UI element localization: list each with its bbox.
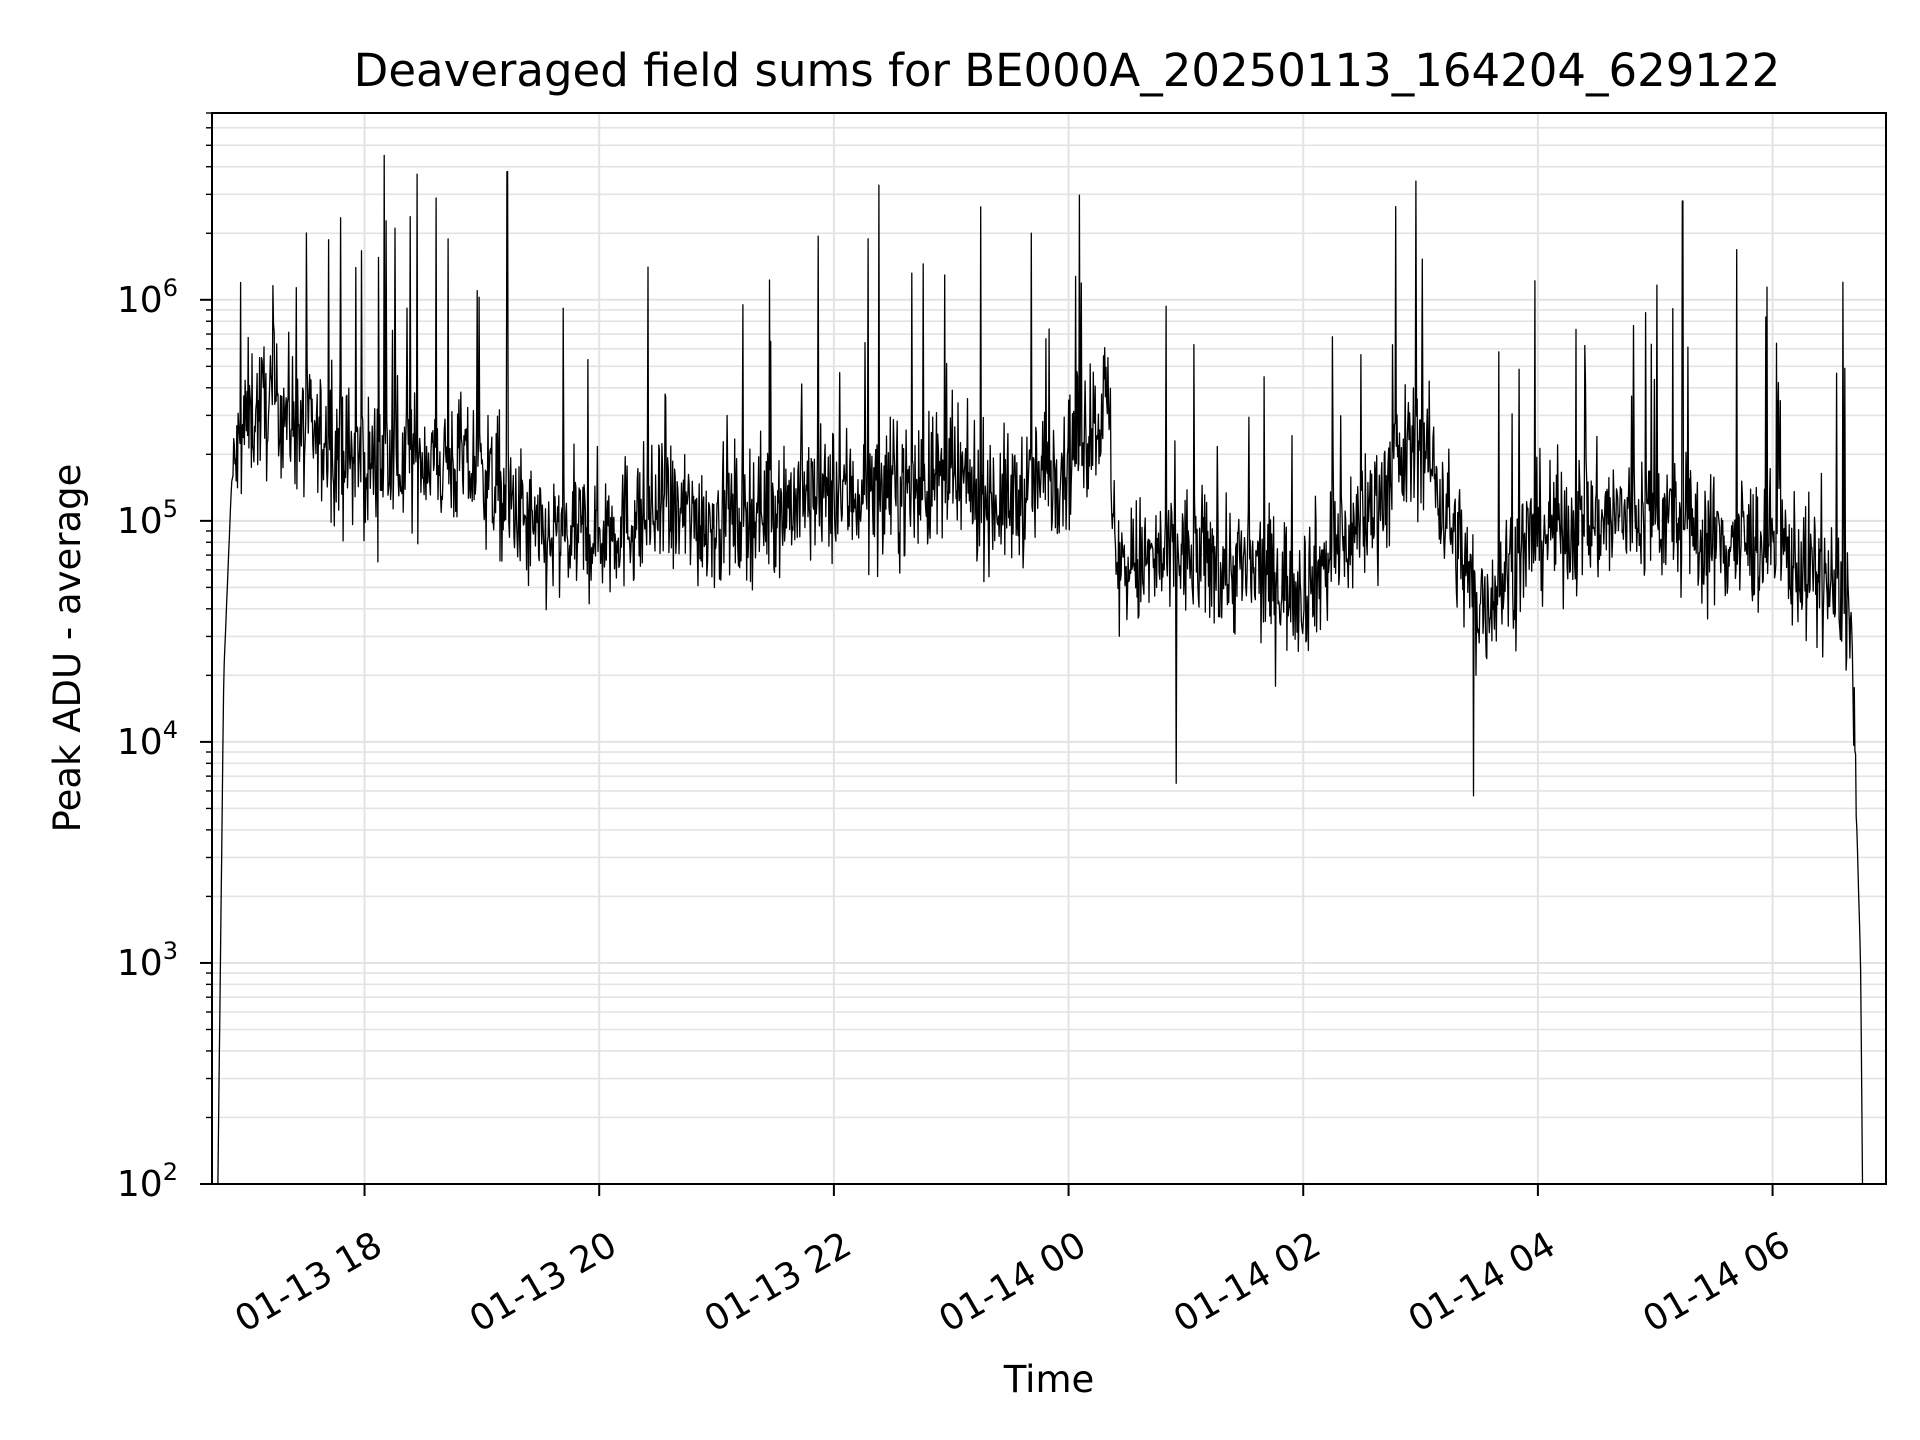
y-axis-label: Peak ADU - average bbox=[46, 464, 89, 833]
plot-frame bbox=[211, 112, 1887, 1185]
y-tick-label: 102 bbox=[117, 1158, 178, 1205]
chart-title: Deaveraged field sums for BE000A_2025011… bbox=[354, 44, 1781, 97]
grid-lines bbox=[212, 112, 1886, 1185]
series-path bbox=[217, 154, 1864, 1185]
series-line bbox=[217, 154, 1864, 1185]
x-axis-label: Time bbox=[1003, 1358, 1095, 1401]
y-tick-label: 104 bbox=[117, 716, 178, 763]
y-tick-label: 106 bbox=[117, 274, 178, 321]
y-tick-label: 105 bbox=[117, 495, 178, 542]
y-tick-label: 103 bbox=[117, 937, 178, 984]
y-axis: 102 103 104 105 106 bbox=[117, 112, 212, 1205]
